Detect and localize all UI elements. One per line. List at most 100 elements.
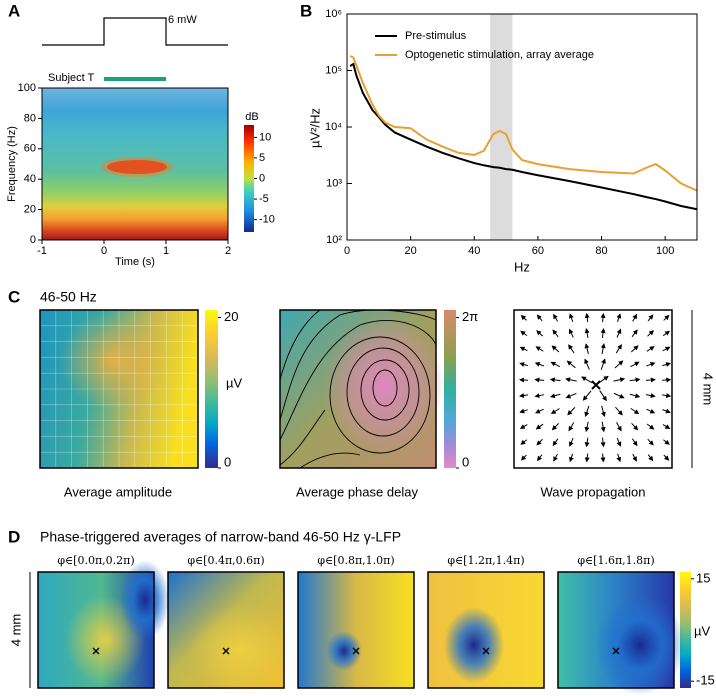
shaded-band	[490, 14, 513, 240]
arrow	[534, 393, 545, 399]
panel-title: Phase-triggered averages of narrow-band …	[40, 529, 401, 545]
panel-label: A	[8, 1, 20, 20]
map-blob	[326, 631, 362, 671]
arrow	[662, 330, 670, 337]
arrow	[662, 362, 671, 367]
arrow	[549, 377, 561, 383]
colorbar-tick-label: 0	[259, 172, 265, 184]
legend-label: Pre-stimulus	[405, 30, 467, 42]
contour	[346, 347, 420, 437]
series-line	[349, 55, 698, 192]
panel-title: 46-50 Hz	[40, 289, 97, 305]
y-tick-label: 100	[18, 82, 36, 94]
colorbar-tick-label: 10	[259, 131, 271, 143]
arrow	[519, 408, 528, 414]
arrow	[519, 362, 528, 367]
arrow	[569, 437, 574, 447]
x-tick-label: 1	[163, 245, 169, 257]
arrow	[631, 329, 638, 338]
map-blob	[595, 595, 685, 695]
arrow	[616, 437, 622, 447]
contour	[372, 369, 398, 407]
map-blob	[190, 605, 290, 695]
x-axis-label: Hz	[514, 259, 530, 274]
arrow	[616, 328, 622, 338]
arrow	[631, 438, 638, 447]
arrow	[569, 313, 574, 322]
arrow	[584, 437, 590, 448]
arrow	[616, 422, 622, 432]
arrow	[632, 453, 637, 462]
arrow	[535, 423, 544, 430]
center-marker	[612, 647, 620, 655]
arrow	[567, 407, 576, 416]
plot-frame	[346, 13, 698, 241]
arrow	[584, 312, 590, 323]
map-caption: Average amplitude	[64, 484, 172, 499]
arrow	[520, 439, 528, 445]
arrow	[535, 408, 544, 414]
x-tick-label: 60	[532, 245, 544, 257]
frame	[167, 571, 285, 689]
y-tick-label: 10⁴	[325, 121, 342, 133]
amplitude-blob	[60, 310, 170, 410]
arrow	[600, 437, 606, 448]
colorbar	[444, 310, 456, 468]
map-caption: Average phase delay	[296, 484, 418, 499]
scale-label: 4 mm	[8, 614, 23, 647]
arrow	[519, 424, 528, 429]
arrow	[662, 377, 672, 383]
arrow	[663, 454, 670, 461]
arrow	[663, 439, 670, 445]
arrow	[536, 330, 544, 337]
arrow	[647, 438, 654, 446]
series-line	[349, 62, 698, 211]
arrow	[600, 358, 606, 370]
arrow	[663, 314, 670, 321]
contour	[329, 336, 431, 454]
arrow	[632, 313, 638, 322]
arrow	[550, 408, 560, 415]
y-tick-label: 10⁵	[325, 64, 342, 76]
arrow	[647, 454, 654, 462]
legend-label: Optogenetic stimulation, array average	[405, 49, 594, 61]
y-axis-label: µV²/Hz	[307, 108, 322, 148]
frame	[513, 309, 673, 469]
arrow	[646, 346, 655, 352]
vector-field	[518, 312, 672, 463]
frame	[297, 571, 415, 689]
arrow	[616, 313, 622, 322]
arrow	[568, 344, 575, 354]
arrow	[534, 362, 545, 367]
stimulus-trace	[42, 17, 228, 46]
center-marker	[92, 647, 100, 655]
arrow	[646, 423, 655, 430]
arrow	[565, 377, 577, 383]
colorbar-tick-label: 0	[224, 454, 231, 469]
scale-label: 4 mm	[701, 373, 716, 406]
arrow	[553, 313, 559, 322]
arrow	[520, 314, 527, 321]
map-label: φ∈[0.8π,1.0π)	[317, 554, 394, 567]
stimulus-bar	[104, 77, 166, 81]
arrow	[535, 346, 544, 352]
x-tick-label: 40	[468, 245, 480, 257]
colorbar-tick-label: -15	[696, 673, 715, 688]
arrow	[600, 343, 606, 354]
phase-blob	[324, 315, 444, 455]
contour	[299, 452, 361, 469]
arrow	[549, 393, 561, 399]
y-tick-label: 10³	[326, 177, 342, 189]
frame	[39, 309, 199, 469]
panel-label: D	[8, 527, 20, 546]
x-tick-label: 2	[225, 245, 231, 257]
y-tick-label: 40	[24, 173, 36, 185]
arrow	[613, 392, 625, 399]
arrow	[520, 454, 527, 461]
arrow	[615, 406, 623, 416]
frame	[41, 87, 229, 241]
colorbar-label: µV	[226, 375, 242, 390]
arrow	[599, 390, 607, 402]
arrow	[629, 393, 641, 399]
